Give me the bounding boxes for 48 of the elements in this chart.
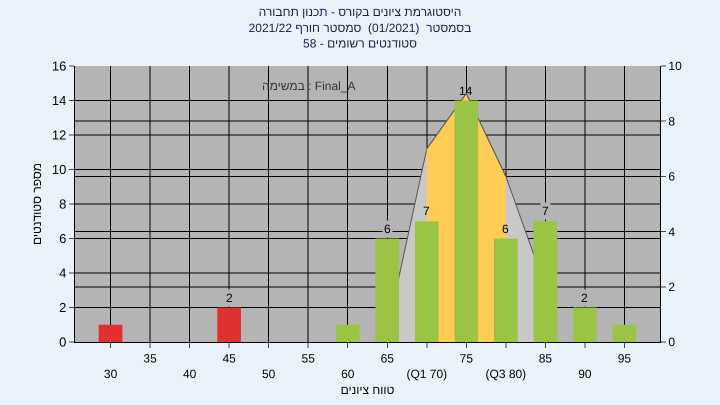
- x-axis-title: טווח ציונים: [340, 383, 395, 397]
- x-tick-label: 85: [538, 351, 552, 366]
- bar: [534, 221, 558, 342]
- x-tick-label: 30: [104, 367, 118, 381]
- y-tick-label: 12: [52, 128, 66, 143]
- x-tick-label: 40: [182, 367, 197, 381]
- y2-tick-label: 0: [668, 335, 676, 350]
- bar: [454, 100, 478, 342]
- data-label: 7: [542, 204, 549, 218]
- y-tick-label: 10: [52, 162, 66, 178]
- y-tick-label: 14: [52, 93, 66, 108]
- x-tick-label: (Q3 80): [485, 367, 526, 381]
- y-tick-label: 0: [59, 334, 66, 350]
- data-label: 14: [459, 84, 473, 98]
- bar: [98, 324, 122, 342]
- y-tick-label: 16: [52, 58, 66, 74]
- bar: [375, 238, 400, 342]
- bar: [336, 324, 360, 342]
- y2-tick-label: 4: [668, 224, 676, 239]
- bar: [612, 324, 636, 342]
- data-label: 2: [226, 291, 233, 305]
- bar: [573, 308, 597, 342]
- bar: [494, 238, 518, 342]
- data-label: 6: [502, 222, 509, 236]
- x-tick-label: 50: [262, 367, 276, 381]
- x-tick-label: 95: [618, 351, 632, 366]
- y-tick-label: 8: [59, 196, 66, 212]
- x-tick-label: 90: [578, 367, 592, 381]
- y2-tick-label: 8: [668, 114, 676, 128]
- chart-title: היסטוגרמת ציונים בקורס - תכנון תחבורה בסמסטר (01/2021) סמסטר חורף 2021/22 סטודנטים רשומים - 58: [248, 5, 472, 50]
- x-tick-label: 35: [143, 351, 158, 366]
- x-tick-label: 45: [222, 351, 236, 366]
- y2-tick-label: 6: [668, 170, 676, 184]
- x-tick-label: 55: [302, 351, 316, 366]
- y-tick-label: 4: [59, 266, 66, 281]
- y-tick-label: 6: [59, 231, 66, 246]
- x-tick-label: 65: [380, 351, 394, 366]
- y-tick-label: 2: [59, 300, 66, 316]
- y2-tick-label: 10: [668, 59, 682, 74]
- x-tick-label: 75: [460, 351, 474, 366]
- y2-tick-label: 2: [668, 280, 676, 294]
- x-tick-label: (Q1 70): [406, 367, 448, 381]
- x-tick-label: 60: [341, 367, 355, 381]
- data-label: 2: [581, 291, 588, 305]
- bar: [414, 221, 439, 342]
- data-label: 6: [384, 222, 391, 236]
- y-axis-title: מספר סטודנטים: [30, 162, 44, 246]
- bar: [217, 308, 242, 342]
